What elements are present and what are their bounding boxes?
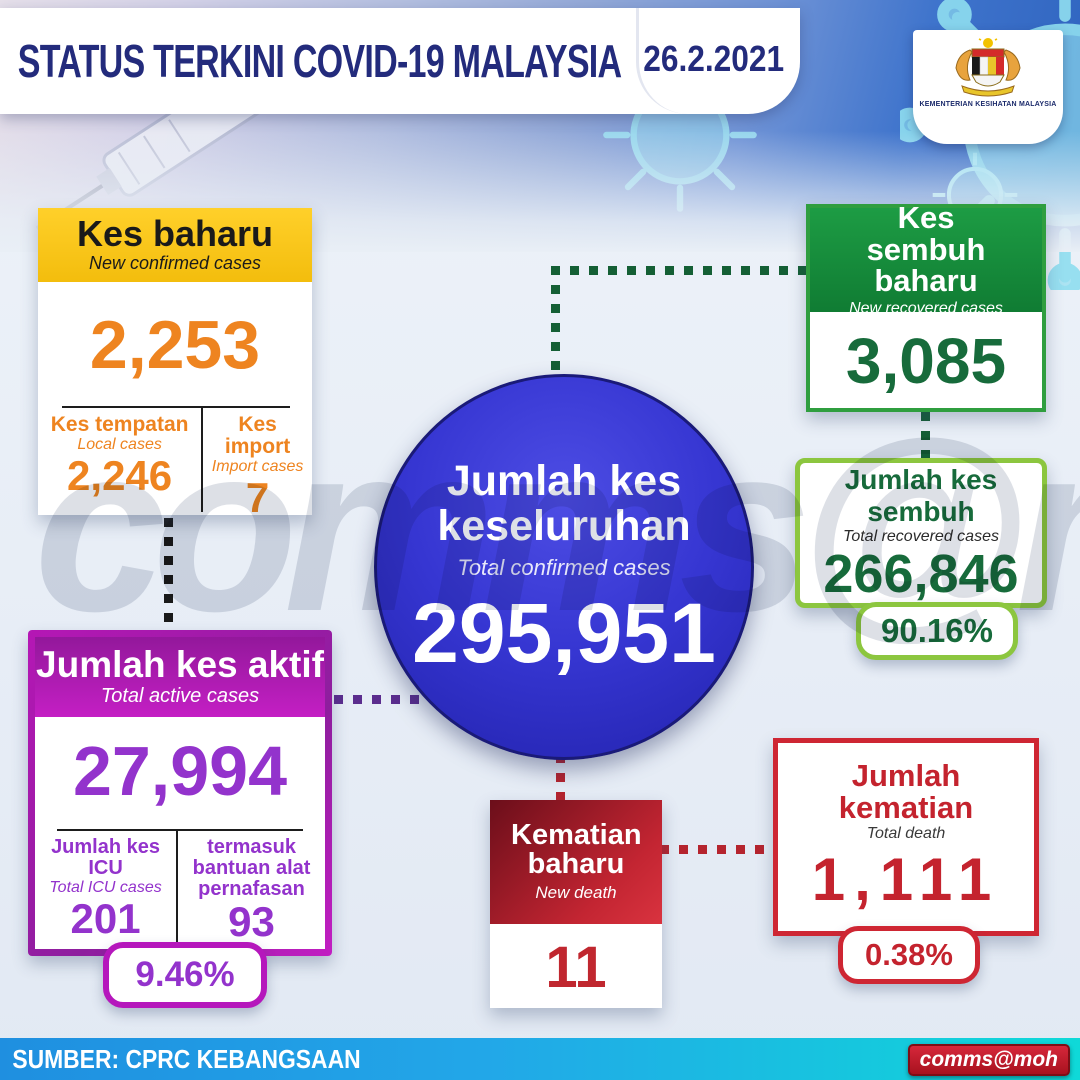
connector-newdeaths-to-totaldeaths [660, 845, 775, 854]
credit-badge: comms@moh [907, 1044, 1070, 1076]
divider [62, 406, 290, 408]
connector-circle-to-newrecovered-v [551, 266, 560, 372]
total-recovered-value: 266,846 [823, 543, 1019, 604]
import-cases-label: Kes import [224, 413, 291, 459]
total-cases-circle: Jumlah kes keseluruhan Total confirmed c… [374, 374, 754, 760]
card-title: Jumlah kematian [838, 757, 974, 825]
card-subtitle: Total recovered cases [843, 527, 999, 545]
local-cases-column: Kes tempatan Local cases 2,246 [38, 408, 201, 512]
card-title: Jumlah kes sembuh [844, 463, 998, 527]
card-title: Kes sembuh baharu [866, 200, 986, 299]
ministry-name: KEMENTERIAN KESIHATAN MALAYSIA [919, 101, 1057, 108]
card-active-cases: Jumlah kes aktif Total active cases 27,9… [28, 630, 332, 956]
card-total-deaths: Jumlah kematian Total death 1,111 [773, 738, 1039, 936]
ventilator-column: termasuk bantuan alat pernafasan 93 [178, 831, 325, 945]
total-cases-title: Jumlah kes keseluruhan [437, 456, 691, 550]
icu-column: Jumlah kes ICU Total ICU cases 201 [35, 831, 176, 943]
card-subtitle: New death [535, 882, 617, 902]
import-cases-column: Kes import Import cases 7 [203, 408, 312, 519]
ventilator-label: termasuk bantuan alat pernafasan [192, 836, 311, 900]
new-cases-breakdown: Kes tempatan Local cases 2,246 Kes impor… [38, 408, 312, 520]
card-title: Kematian baharu [511, 818, 642, 881]
icu-label: Jumlah kes ICU [51, 836, 161, 879]
card-new-recovered-header: Kes sembuh baharu New recovered cases [810, 202, 1042, 317]
connector-newrecovered-to-totalrecovered [921, 412, 930, 460]
connector-active-to-circle [334, 695, 428, 704]
card-subtitle: Total active cases [100, 684, 260, 707]
card-title: Jumlah kes aktif [36, 644, 324, 686]
card-new-cases: Kes baharu New confirmed cases 2,253 Kes… [38, 208, 312, 520]
source-label: SUMBER: CPRC KEBANGSAAN [12, 1043, 361, 1074]
active-breakdown: Jumlah kes ICU Total ICU cases 201 terma… [35, 831, 325, 945]
divider [176, 831, 179, 943]
card-total-recovered: Jumlah kes sembuh Total recovered cases … [795, 458, 1047, 608]
recovered-percent-badge: 90.16% [856, 602, 1018, 660]
local-cases-label: Kes tempatan [50, 413, 189, 436]
new-deaths-value: 11 [545, 935, 607, 1000]
import-cases-value: 7 [245, 474, 270, 522]
moh-logo: KEMENTERIAN KESIHATAN MALAYSIA [913, 30, 1063, 144]
divider [57, 829, 303, 831]
card-active-header: Jumlah kes aktif Total active cases [35, 637, 325, 717]
deaths-percent-badge: 0.38% [838, 926, 980, 984]
connector-circle-to-newdeaths [556, 754, 565, 802]
icu-value: 201 [70, 895, 141, 942]
total-cases-subtitle: Total confirmed cases [457, 555, 671, 581]
local-cases-value: 2,246 [67, 452, 173, 500]
card-new-deaths: Kematian baharu New death 11 [490, 800, 662, 1008]
coat-of-arms-icon [955, 38, 1021, 97]
card-active-inner: Jumlah kes aktif Total active cases 27,9… [35, 637, 325, 949]
icu-sublabel: Total ICU cases [49, 879, 162, 896]
divider [201, 408, 204, 512]
active-percent-badge: 9.46% [103, 942, 267, 1008]
local-cases-sublabel: Local cases [77, 436, 162, 454]
report-date: 26.2.2021 [643, 38, 784, 79]
connector-new-to-active [164, 518, 173, 632]
page-title: STATUS TERKINI COVID-19 MALAYSIA [17, 35, 622, 87]
header-banner: STATUS TERKINI COVID-19 MALAYSIA 26.2.20… [0, 8, 800, 114]
card-new-recovered: Kes sembuh baharu New recovered cases 3,… [806, 202, 1046, 412]
card-subtitle: New confirmed cases [88, 252, 262, 273]
total-deaths-value: 1,111 [811, 846, 1001, 914]
card-new-cases-header: Kes baharu New confirmed cases [38, 208, 312, 282]
new-recovered-value: 3,085 [845, 325, 1007, 397]
ventilator-value: 93 [228, 898, 275, 945]
active-cases-value: 27,994 [72, 732, 288, 810]
card-subtitle: New recovered cases [849, 299, 1003, 317]
card-subtitle: Total death [866, 825, 946, 843]
card-new-deaths-header: Kematian baharu New death [490, 800, 662, 924]
footer-bar: SUMBER: CPRC KEBANGSAAN [0, 1038, 1080, 1080]
total-cases-value: 295,951 [412, 586, 716, 681]
banner-seam [636, 8, 691, 114]
card-title: Kes baharu [76, 212, 274, 254]
new-cases-value: 2,253 [89, 307, 261, 383]
import-cases-sublabel: Import cases [211, 458, 304, 476]
connector-circle-to-newrecovered-h [551, 266, 807, 275]
